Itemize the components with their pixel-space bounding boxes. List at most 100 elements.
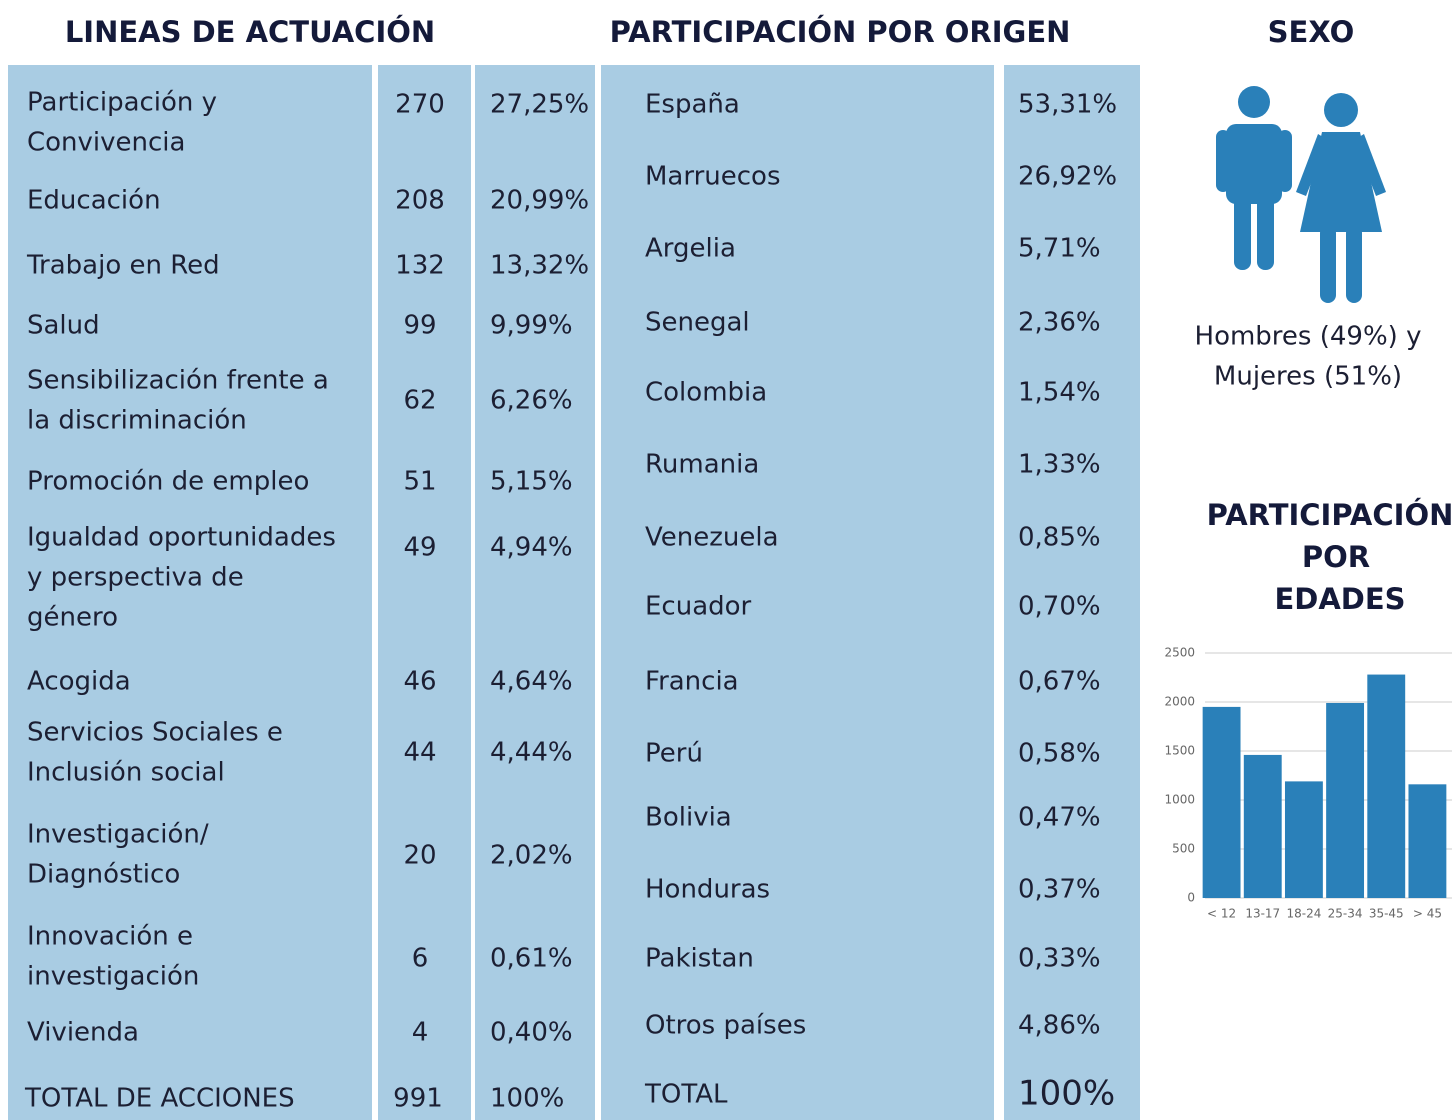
row-percent: 0,40% [490,1018,573,1048]
total-count: 991 [393,1084,443,1114]
row-count: 62 [403,386,436,416]
row-percent: 9,99% [490,311,573,341]
row-label: Investigación/ [27,820,209,850]
country: España [645,90,740,120]
x-tick-label: 25-34 [1328,907,1363,921]
section-title: SEXO [1268,15,1355,49]
row-label: Vivienda [27,1018,139,1048]
x-tick-label: 18-24 [1286,907,1321,921]
row-percent: 6,26% [490,386,573,416]
country: Honduras [645,875,770,905]
row-label: y perspectiva de [27,563,244,593]
row-label: Trabajo en Red [26,251,220,281]
section-title: PARTICIPACIÓN POR ORIGEN [610,15,1071,49]
row-label: Innovación e [27,922,193,952]
y-tick-label: 1500 [1164,744,1195,758]
row-label: Educación [27,186,161,216]
row-count: 99 [403,311,436,341]
panel [1004,65,1140,1120]
row-count: 270 [395,90,445,120]
row-label: Promoción de empleo [27,467,309,497]
country: Pakistan [645,944,754,974]
country: Bolivia [645,803,732,833]
row-label: Servicios Sociales e [27,718,283,748]
country: Rumania [645,450,759,480]
row-count: 6 [412,944,429,974]
country: Ecuador [645,592,752,622]
country: Francia [645,667,739,697]
country-percent: 0,67% [1018,667,1101,697]
country: Senegal [645,308,750,338]
country-percent: 1,54% [1018,378,1101,408]
row-percent: 27,25% [490,90,589,120]
chart-title: EDADES [1274,582,1405,616]
woman-icon [1296,93,1386,303]
country-percent: 0,33% [1018,944,1101,974]
row-percent: 2,02% [490,841,573,871]
bar [1408,784,1447,898]
row-label: la discriminación [27,406,247,436]
x-tick-label: 35-45 [1369,907,1404,921]
country-percent: 4,86% [1018,1011,1101,1041]
country-percent: 53,31% [1018,90,1117,120]
country-percent: 0,37% [1018,875,1101,905]
country: Marruecos [645,162,781,192]
y-tick-label: 0 [1187,891,1195,905]
row-label: Acogida [27,667,131,697]
man-icon [1216,86,1292,270]
bar [1326,702,1365,898]
country-percent: 1,33% [1018,450,1101,480]
y-tick-label: 2000 [1164,695,1195,709]
country-percent: 5,71% [1018,234,1101,264]
row-percent: 20,99% [490,186,589,216]
chart-title: PARTICIPACIÓN [1207,498,1454,532]
row-count: 51 [403,467,436,497]
row-count: 49 [403,533,436,563]
panel [378,65,471,1120]
country: Perú [645,739,703,769]
panel [475,65,595,1120]
row-label: Salud [27,311,100,341]
country-percent: 0,47% [1018,803,1101,833]
country-percent: 26,92% [1018,162,1117,192]
y-tick-label: 2500 [1164,646,1195,660]
total-percent: 100% [1018,1074,1115,1114]
row-label: género [27,603,118,633]
sex-text: Mujeres (51%) [1214,362,1402,392]
x-tick-label: > 45 [1413,907,1442,921]
sex-text: Hombres (49%) y [1195,322,1422,352]
row-percent: 13,32% [490,251,589,281]
row-count: 208 [395,186,445,216]
row-count: 132 [395,251,445,281]
chart-title: POR [1302,540,1370,574]
row-label: Inclusión social [27,758,225,788]
panel [8,65,372,1120]
country: Colombia [645,378,767,408]
country-percent: 2,36% [1018,308,1101,338]
bar [1202,706,1241,898]
country-percent: 0,70% [1018,592,1101,622]
total-label: TOTAL [644,1080,728,1110]
row-label: investigación [27,962,199,992]
row-percent: 4,94% [490,533,573,563]
x-tick-label: 13-17 [1245,907,1280,921]
bar [1284,781,1323,898]
row-label: Sensibilización frente a [27,366,329,396]
y-tick-label: 500 [1172,842,1195,856]
row-label: Diagnóstico [27,860,180,890]
row-label: Convivencia [27,128,185,158]
row-percent: 4,64% [490,667,573,697]
row-count: 4 [412,1018,429,1048]
row-label: Participación y [27,88,217,118]
row-label: Igualdad oportunidades [27,523,336,553]
bar [1243,754,1282,898]
row-count: 46 [403,667,436,697]
country: Argelia [645,234,736,264]
country-percent: 0,58% [1018,739,1101,769]
row-percent: 0,61% [490,944,573,974]
country-percent: 0,85% [1018,523,1101,553]
country: Otros países [645,1011,806,1041]
y-tick-label: 1000 [1164,793,1195,807]
row-count: 20 [403,841,436,871]
